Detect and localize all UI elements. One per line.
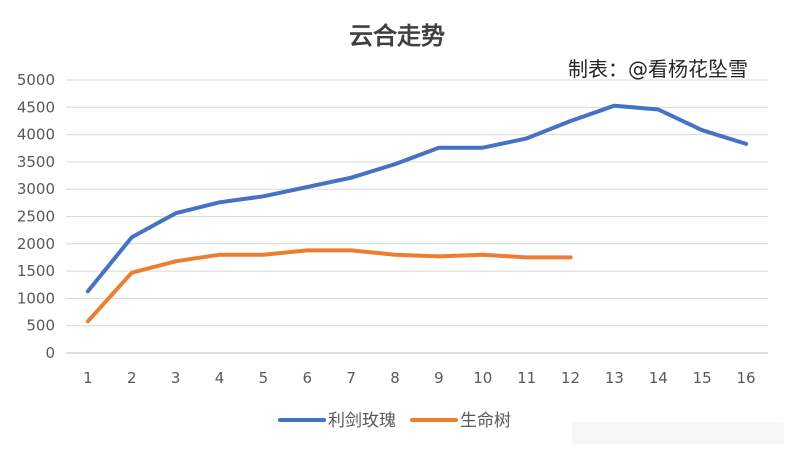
x-tick-label: 6: [303, 369, 313, 387]
x-tick-label: 16: [737, 369, 756, 387]
y-axis-ticks: 0 500 1000 1500 2000 2500 3000 3500 4000 4500 5000: [17, 71, 55, 362]
series-line-2: [85, 248, 573, 324]
x-tick-label: 1: [83, 369, 93, 387]
x-tick-label: 7: [346, 369, 356, 387]
legend: 利剑玫瑰 生命树: [278, 411, 511, 431]
y-tick-label: 2500: [17, 208, 55, 226]
x-tick-label: 2: [127, 369, 137, 387]
x-tick-label: 4: [215, 369, 225, 387]
x-tick-label: 9: [434, 369, 444, 387]
y-tick-label: 1000: [17, 289, 55, 307]
y-tick-label: 1500: [17, 262, 55, 280]
watermark-placeholder: [572, 422, 784, 444]
x-tick-label: 14: [649, 369, 668, 387]
x-tick-label: 13: [605, 369, 624, 387]
y-tick-label: 4000: [17, 126, 55, 144]
series-lines: [85, 103, 749, 324]
y-tick-label: 3000: [17, 180, 55, 198]
x-tick-label: 5: [259, 369, 269, 387]
x-tick-label: 8: [390, 369, 400, 387]
y-tick-label: 5000: [17, 71, 55, 89]
x-tick-label: 11: [517, 369, 536, 387]
y-tick-label: 2000: [17, 235, 55, 253]
y-tick-label: 500: [26, 317, 55, 335]
chart-credit: 制表：@看杨花坠雪: [568, 57, 748, 81]
x-tick-label: 10: [473, 369, 492, 387]
y-tick-label: 3500: [17, 153, 55, 171]
x-axis-ticks: 1 2 3 4 5 6 7 8 9 10 11 12 13 14 15 16: [83, 369, 755, 387]
legend-label: 生命树: [460, 411, 511, 431]
x-tick-label: 3: [171, 369, 181, 387]
x-tick-label: 12: [561, 369, 580, 387]
legend-label: 利剑玫瑰: [328, 411, 396, 431]
y-tick-label: 0: [45, 344, 55, 362]
x-tick-label: 15: [693, 369, 712, 387]
chart-title: 云合走势: [349, 22, 445, 50]
series-line-1: [85, 103, 749, 294]
y-tick-label: 4500: [17, 98, 55, 116]
